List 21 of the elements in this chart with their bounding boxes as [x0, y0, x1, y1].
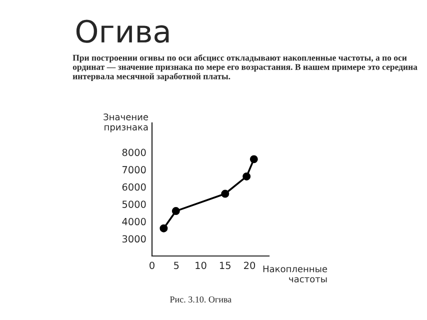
x-tick-label: 5 [174, 262, 179, 270]
point [250, 155, 258, 164]
point [172, 207, 180, 216]
text: Рис. 3.10. Огива [170, 296, 232, 303]
y-axis-title: Значение признака [104, 114, 148, 132]
y-tick-label: 8000 [122, 148, 146, 156]
chart-title: Огива [76, 20, 169, 43]
y-tick-label: 7000 [122, 166, 146, 174]
point [160, 224, 168, 232]
y-tick-label: 5000 [122, 200, 146, 208]
x-axis-title: Накопленные частоты [263, 266, 328, 282]
chart-subtitle: При построении огивы по оси абсцисс откладывают накопленные частоты, а по оси ординат — значение признака по мере его возрастания. В нашем примере это середина интервала месячной заработной платы. [72, 54, 418, 82]
x-tick-label: 20 [244, 262, 256, 270]
x-tick-label: 15 [220, 262, 230, 270]
x-tick-label: 10 [196, 262, 206, 270]
point [221, 190, 230, 198]
y-tick-label: 3000 [122, 235, 146, 243]
y-tick-label: 4000 [122, 218, 146, 226]
y-tick-label: 6000 [122, 183, 146, 191]
x-tick-label: 0 [150, 262, 154, 270]
point [242, 172, 251, 180]
